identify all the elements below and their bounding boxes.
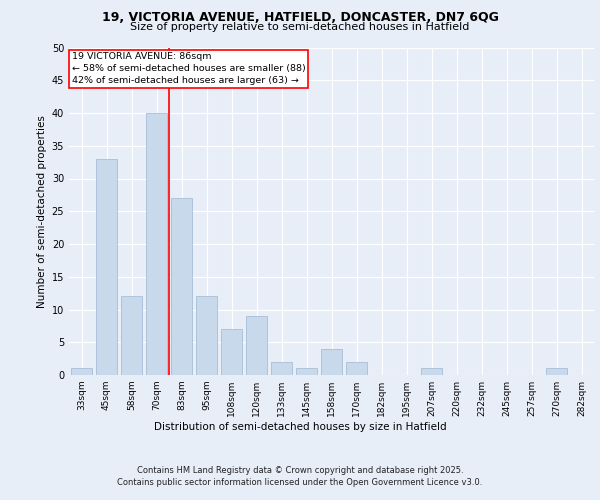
Bar	[246, 316, 267, 375]
Bar	[321, 349, 342, 375]
Bar	[171, 198, 192, 375]
Text: 19, VICTORIA AVENUE, HATFIELD, DONCASTER, DN7 6QG: 19, VICTORIA AVENUE, HATFIELD, DONCASTER…	[101, 11, 499, 24]
Text: Contains public sector information licensed under the Open Government Licence v3: Contains public sector information licen…	[118, 478, 482, 487]
Bar	[71, 368, 92, 375]
Bar	[121, 296, 142, 375]
Bar	[96, 159, 117, 375]
Bar	[546, 368, 567, 375]
Text: Distribution of semi-detached houses by size in Hatfield: Distribution of semi-detached houses by …	[154, 422, 446, 432]
Bar	[146, 113, 167, 375]
Text: Size of property relative to semi-detached houses in Hatfield: Size of property relative to semi-detach…	[130, 22, 470, 32]
Bar	[421, 368, 442, 375]
Text: Contains HM Land Registry data © Crown copyright and database right 2025.: Contains HM Land Registry data © Crown c…	[137, 466, 463, 475]
Y-axis label: Number of semi-detached properties: Number of semi-detached properties	[37, 115, 47, 308]
Bar	[221, 329, 242, 375]
Bar	[346, 362, 367, 375]
Text: 19 VICTORIA AVENUE: 86sqm
← 58% of semi-detached houses are smaller (88)
42% of : 19 VICTORIA AVENUE: 86sqm ← 58% of semi-…	[71, 52, 305, 85]
Bar	[271, 362, 292, 375]
Bar	[196, 296, 217, 375]
Bar	[296, 368, 317, 375]
